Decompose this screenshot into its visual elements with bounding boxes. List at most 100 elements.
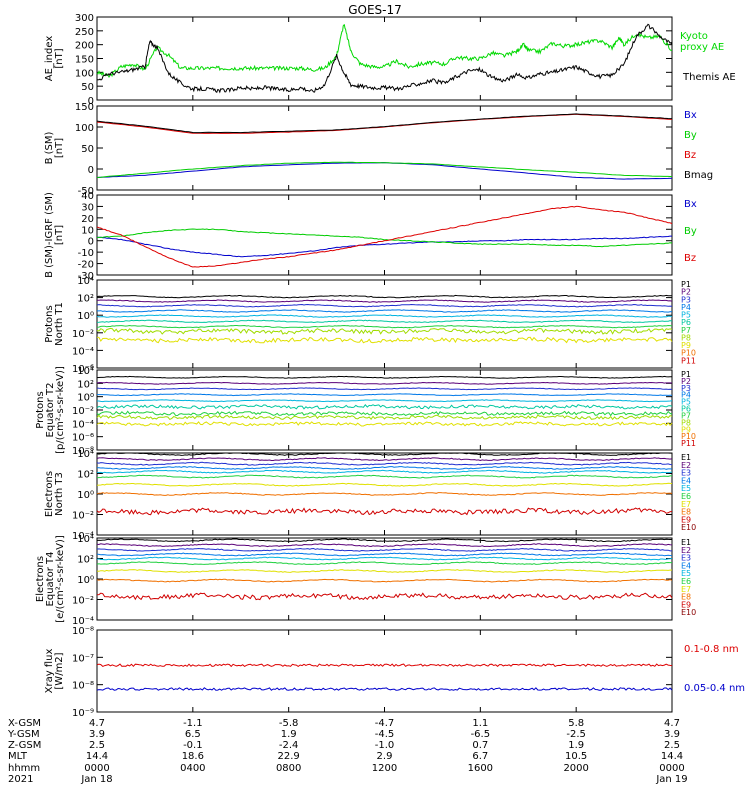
x-tick-label: 0.7 <box>472 740 488 751</box>
legend-label: P9 <box>681 341 691 350</box>
y-tick-label: 50 <box>81 82 94 93</box>
panel-electrons-t3: 10⁴ 10² 10⁰ 10⁻² 10⁻⁴ Electrons North T3 E1E2E3… <box>44 449 696 542</box>
y-tick-label: 50 <box>81 144 94 155</box>
legend-label: E1 <box>681 453 691 462</box>
y-tick-label: 10⁻² <box>72 511 94 522</box>
legend-label: E3 <box>681 469 691 478</box>
y-tick-label: 10⁴ <box>77 449 94 460</box>
legend-label: P1 <box>681 280 691 289</box>
y-tick-label: 300 <box>75 13 94 24</box>
x-row-label: MLT <box>8 751 28 762</box>
series-line-p4 <box>97 393 672 397</box>
panel-protons-t1: 10⁴ 10² 10⁰ 10⁻² 10⁻⁴ 10⁻⁶ Protons North T1 P1P2… <box>44 276 696 375</box>
y-tick-label: 10⁴ <box>77 534 94 545</box>
legend-label: E2 <box>681 461 691 470</box>
legend-label: Bmag <box>684 170 713 181</box>
y-tick-label: 20 <box>81 214 94 225</box>
x-tick-label: 1.9 <box>568 740 584 751</box>
legend-label: Bz <box>684 253 696 264</box>
x-tick-label: 0000 <box>659 763 684 774</box>
series-line-e7 <box>96 482 673 487</box>
legend-label: E8 <box>681 593 691 602</box>
y-axis-label: [W/m2] <box>54 652 65 689</box>
legend-label: P3 <box>681 384 691 393</box>
series-line-p8 <box>96 414 673 421</box>
series-line-e3 <box>96 461 673 466</box>
y-axis-label: Equator T4 <box>45 552 56 607</box>
legend-label: E6 <box>681 492 691 501</box>
x-tick-label: 2.5 <box>89 740 105 751</box>
series-line-p1 <box>96 375 672 379</box>
x-row-label: Z-GSM <box>8 740 41 751</box>
y-tick-label: 10² <box>77 555 94 566</box>
figure-title: GOES-17 <box>348 3 402 17</box>
y-tick-label: 10⁻⁹ <box>72 708 94 719</box>
series-line-p4 <box>97 309 673 313</box>
y-tick-label: 10⁻² <box>72 406 94 417</box>
y-tick-label: 10² <box>77 470 94 481</box>
x-tick-label: 18.6 <box>182 751 204 762</box>
y-tick-label: 250 <box>75 27 94 38</box>
series-line-p7 <box>96 410 673 417</box>
legend-label: E3 <box>681 554 691 563</box>
series-line-bmag <box>96 113 673 134</box>
x-tick-label: 22.9 <box>278 751 300 762</box>
legend-label: P10 <box>681 349 696 358</box>
series-line-themis-ae <box>96 23 673 94</box>
x-tick-label: -4.5 <box>375 729 395 740</box>
x-tick-label: 5.8 <box>568 718 584 729</box>
series-line-e7 <box>96 569 673 573</box>
y-axis-label: B (SM) <box>44 131 55 164</box>
panel-b-sm: -50 0 50 100 150 B (SM) [nT] Bx By Bz Bmag <box>44 102 713 197</box>
y-axis-label: [nT] <box>54 138 65 158</box>
x-tick-label: 1.1 <box>472 718 488 729</box>
x-row-label: Y-GSM <box>7 729 40 740</box>
x-row-label: hhmm <box>8 763 40 774</box>
series-line-p5 <box>96 314 673 318</box>
x-row-label: X-GSM <box>8 718 41 729</box>
x-tick-label: 4.7 <box>89 718 105 729</box>
series-line-e5 <box>96 469 673 474</box>
y-tick-label: 10⁻² <box>72 596 94 607</box>
series-line-bx <box>96 235 672 258</box>
series-line-p8 <box>96 327 673 335</box>
legend-label: E4 <box>681 561 691 570</box>
legend-label: P9 <box>681 425 691 434</box>
series-line-p9 <box>96 421 673 427</box>
x-tick-label: 10.5 <box>565 751 587 762</box>
legend-label: E4 <box>681 476 691 485</box>
y-axis-label: Xray flux <box>44 649 55 694</box>
y-tick-label: 10⁴ <box>77 366 94 377</box>
legend-label: Kyoto <box>680 31 708 42</box>
x-tick-label: -4.7 <box>375 718 395 729</box>
y-axis-label: North T3 <box>54 472 65 516</box>
y-tick-label: -50 <box>78 186 94 197</box>
y-tick-label: 10⁻⁴ <box>72 531 94 542</box>
y-tick-label: 10⁰ <box>77 311 94 322</box>
series-line-0-05-0-4-nm <box>96 687 673 691</box>
y-tick-label: 150 <box>75 102 94 113</box>
series-line-bz <box>96 113 673 134</box>
y-tick-label: 200 <box>75 41 94 52</box>
legend-label: P2 <box>681 288 691 297</box>
y-tick-label: 10² <box>77 294 94 305</box>
y-axis-label: Equator T2 <box>45 383 56 438</box>
series-line-e8 <box>96 578 673 583</box>
y-tick-label: 30 <box>81 202 94 213</box>
y-tick-label: 10² <box>77 379 94 390</box>
legend-label: Themis AE <box>682 72 736 83</box>
series-line-e6 <box>97 474 673 479</box>
y-tick-label: 10 <box>81 225 94 236</box>
legend-label: P8 <box>681 418 691 427</box>
panel-xray: 10⁻⁸ 10⁻⁷ 10⁻⁸ 10⁻⁹ Xray flux [W/m2] 0.1-0.8 n… <box>44 626 745 719</box>
x-tick-label: 0000 <box>84 763 109 774</box>
x-tick-label: 1200 <box>372 763 397 774</box>
y-tick-label: 10⁻⁸ <box>72 626 94 637</box>
legend-label: Bx <box>684 110 697 121</box>
x-tick-label: 14.4 <box>86 751 108 762</box>
series-line-0-1-0-8-nm <box>96 663 673 668</box>
y-tick-label: 10⁰ <box>77 393 94 404</box>
series-line-p9 <box>97 336 673 344</box>
x-tick-label: 2.9 <box>377 751 393 762</box>
